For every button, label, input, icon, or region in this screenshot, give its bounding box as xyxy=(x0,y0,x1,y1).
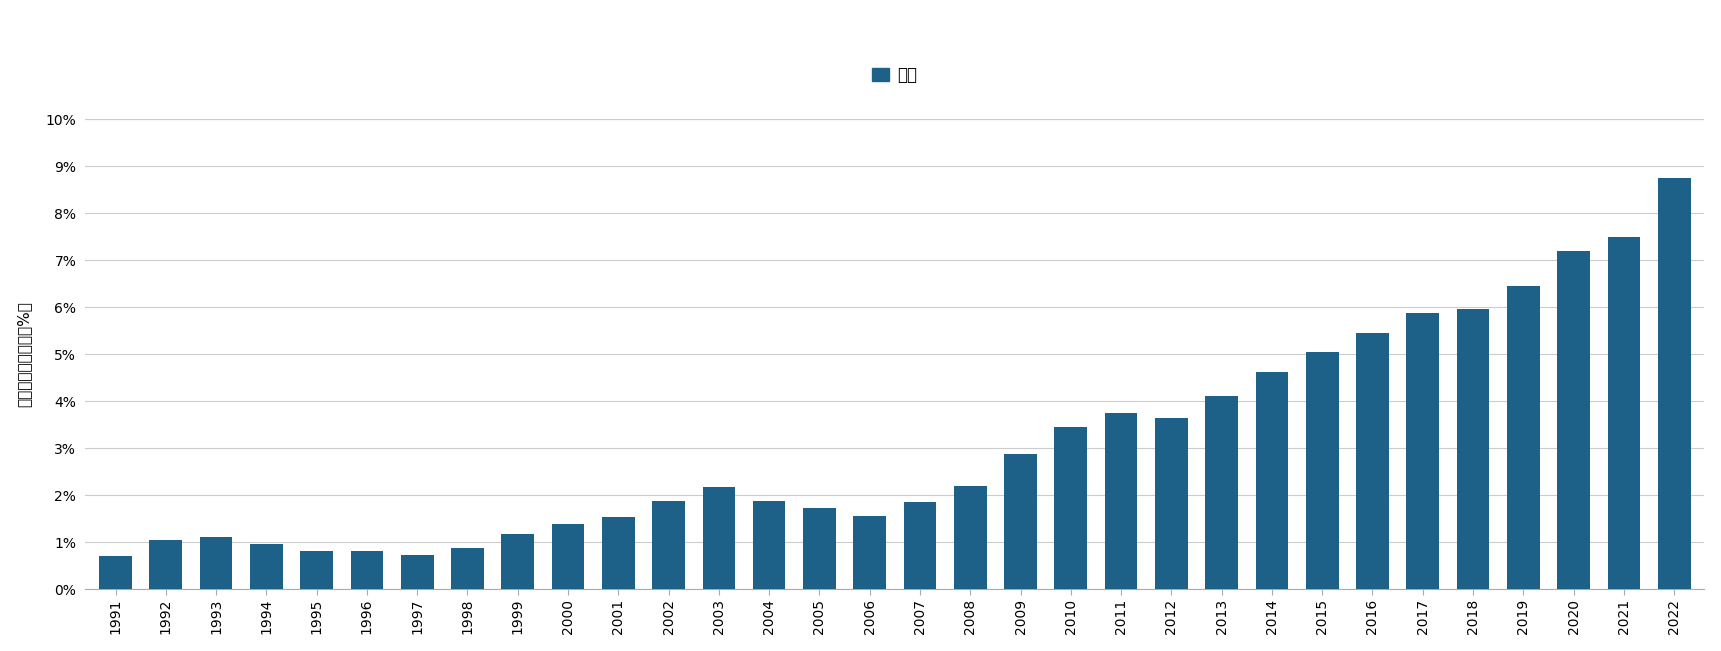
Bar xyxy=(552,524,585,589)
Bar xyxy=(1105,413,1138,589)
Bar xyxy=(1205,396,1237,589)
Bar xyxy=(150,540,182,589)
Bar xyxy=(854,516,886,589)
Bar xyxy=(200,538,232,589)
Legend: 合計: 合計 xyxy=(873,66,917,84)
Bar xyxy=(501,534,534,589)
Bar xyxy=(1508,286,1540,589)
Bar xyxy=(1256,372,1289,589)
Bar xyxy=(804,508,836,589)
Bar xyxy=(1055,427,1088,589)
Bar xyxy=(1306,352,1339,589)
Bar xyxy=(1607,236,1640,589)
Bar xyxy=(451,548,484,589)
Y-axis label: ゾンビ企業の割合（%）: ゾンビ企業の割合（%） xyxy=(17,301,31,407)
Bar xyxy=(702,487,735,589)
Bar xyxy=(100,556,133,589)
Bar xyxy=(1456,309,1489,589)
Bar xyxy=(351,551,384,589)
Bar xyxy=(953,486,986,589)
Bar xyxy=(401,555,434,589)
Bar xyxy=(250,544,282,589)
Bar xyxy=(1003,454,1036,589)
Bar xyxy=(1558,251,1590,589)
Bar xyxy=(652,501,685,589)
Bar xyxy=(752,501,785,589)
Bar xyxy=(1356,333,1389,589)
Bar xyxy=(1406,312,1439,589)
Bar xyxy=(1155,417,1187,589)
Bar xyxy=(602,517,635,589)
Bar xyxy=(1657,178,1690,589)
Bar xyxy=(904,502,936,589)
Bar xyxy=(299,551,332,589)
